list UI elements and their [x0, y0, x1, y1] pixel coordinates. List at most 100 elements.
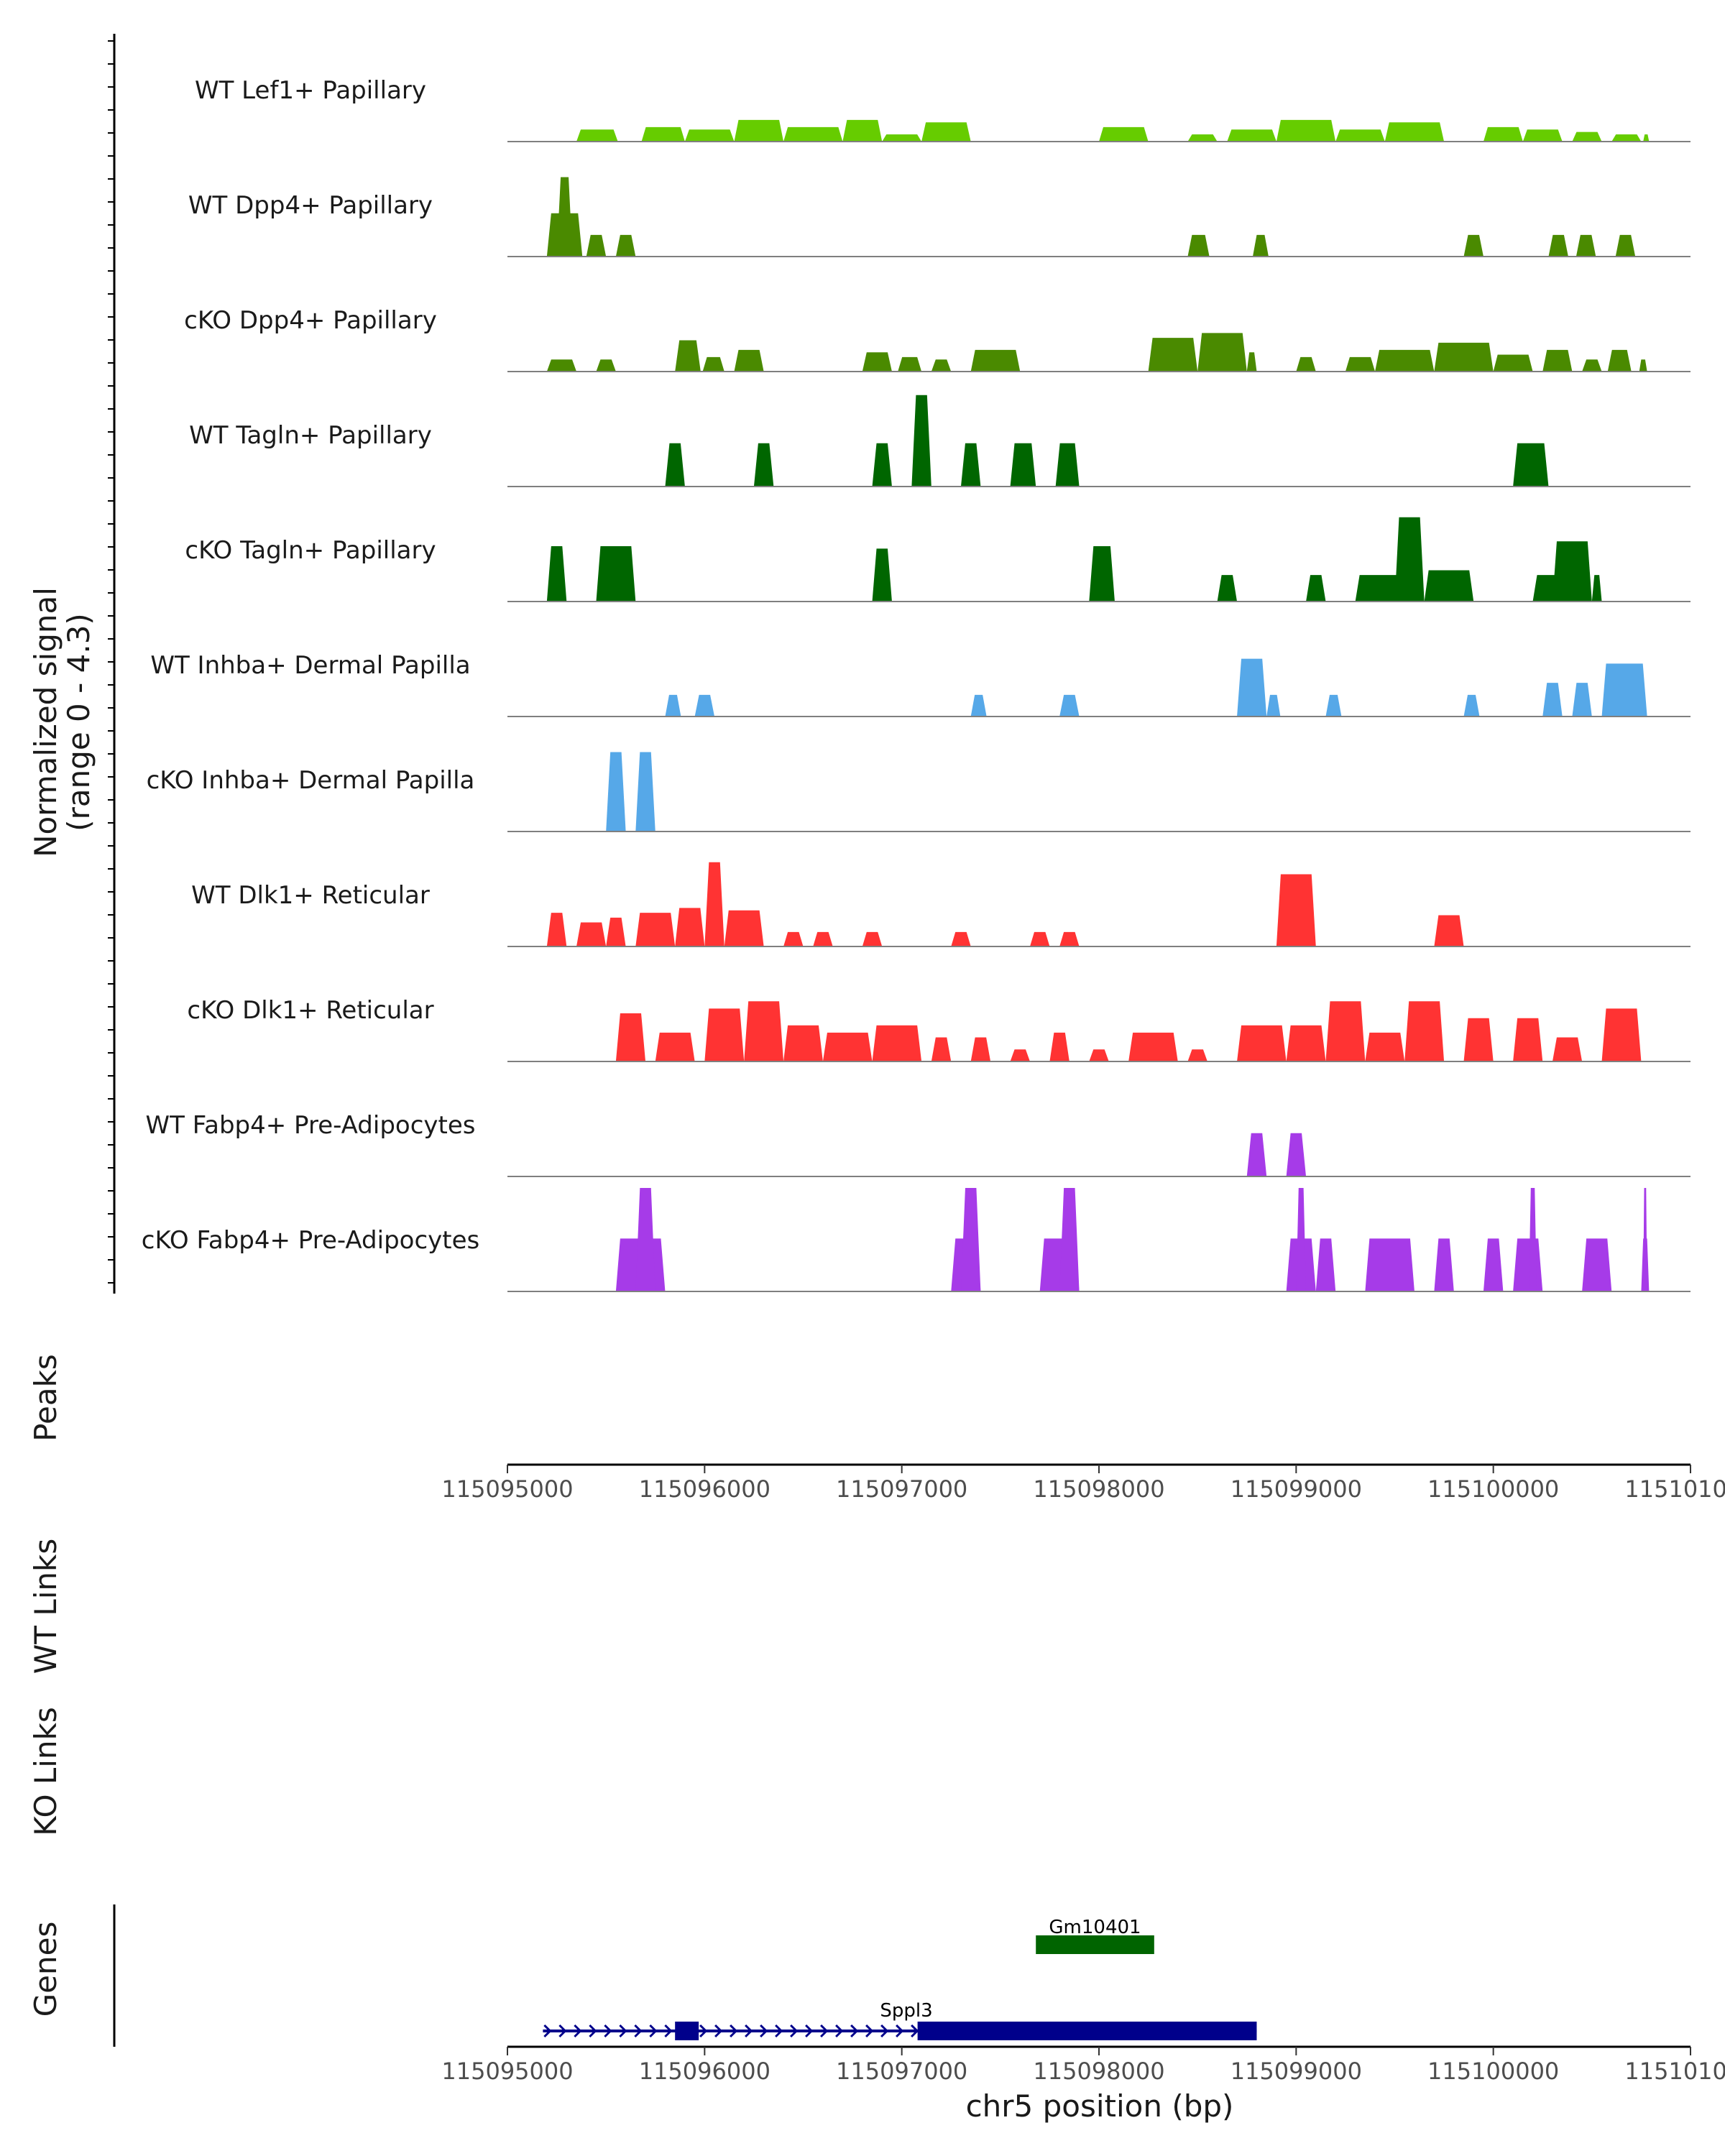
strand-arrow	[865, 2024, 874, 2038]
track: WT Tagln+ Papillary	[189, 395, 1690, 487]
coverage-peak	[1552, 1037, 1583, 1061]
strand-arrow	[745, 2024, 753, 2038]
coverage-peak	[921, 122, 971, 142]
x-tick-label: 115099000	[1230, 2058, 1362, 2085]
strand-arrow	[604, 2024, 612, 2038]
track: cKO Tagln+ Papillary	[185, 517, 1690, 602]
coverage-peak	[1404, 1001, 1445, 1061]
track: cKO Fabp4+ Pre-Adipocytes	[142, 1188, 1690, 1292]
track: WT Dlk1+ Reticular	[191, 862, 1690, 947]
track-label: cKO Tagln+ Papillary	[185, 536, 436, 565]
track: WT Inhba+ Dermal Papilla	[150, 651, 1690, 717]
track: WT Dpp4+ Papillary	[188, 177, 1690, 257]
coverage-peak	[665, 694, 681, 717]
coverage-peak	[931, 1037, 952, 1061]
coverage-peak	[783, 931, 804, 946]
coverage-peak	[1128, 1032, 1178, 1061]
coverage-peak	[1611, 134, 1642, 142]
coverage-peak	[556, 177, 573, 257]
coverage-peak	[1237, 1025, 1287, 1061]
coverage-peak	[1434, 1238, 1454, 1291]
coverage-peak	[1463, 694, 1480, 717]
coverage-peak	[1582, 1238, 1612, 1291]
coverage-peak	[675, 908, 705, 946]
coverage-peak	[684, 129, 735, 142]
coverage-peak	[1049, 1032, 1070, 1061]
genes-x-axis: 115095000 115096000 115097000 115098000 1150…	[441, 2045, 1725, 2085]
wt-links-panel-label: WT Links	[28, 1539, 63, 1674]
x-axis-title: chr5 position (bp)	[966, 2088, 1234, 2124]
coverage-peak	[615, 1013, 646, 1061]
gene-annotations: Gm10401 Sppl3	[543, 1917, 1257, 2040]
coverage-peak	[1148, 338, 1198, 372]
coverage-peak	[1582, 359, 1602, 372]
coverage-peak	[1296, 1188, 1307, 1291]
coverage-peak	[1089, 545, 1115, 602]
coverage-peak	[704, 1008, 745, 1061]
coverage-peak	[641, 126, 685, 142]
peaks-panel-label: Peaks	[28, 1354, 63, 1442]
coverage-peak	[898, 356, 922, 372]
gene-body	[1036, 1935, 1154, 1954]
coverage-peak	[842, 119, 883, 142]
coverage-peak	[1513, 1238, 1543, 1291]
x-tick-label: 115101000	[1624, 1475, 1725, 1503]
strand-arrow	[543, 2024, 552, 2038]
track-label: cKO Inhba+ Dermal Papilla	[147, 766, 475, 795]
coverage-peak	[970, 694, 987, 717]
x-tick-label: 115096000	[639, 2058, 770, 2085]
coverage-peak	[1463, 234, 1484, 257]
coverage-tracks: WT Lef1+ Papillary WT Dpp4+ Papillary cKO …	[142, 76, 1690, 1292]
coverage-peak	[1483, 1238, 1504, 1291]
coverage-peak	[960, 443, 981, 487]
coverage-peak	[596, 545, 636, 602]
track: cKO Dpp4+ Papillary	[184, 306, 1690, 372]
coverage-peak	[1529, 1188, 1537, 1291]
x-tick-label: 115095000	[441, 2058, 573, 2085]
peaks-x-axis: 115095000 115096000 115097000 115098000 1150…	[441, 1463, 1725, 1503]
coverage-peak	[1576, 234, 1596, 257]
coverage-peak	[970, 349, 1021, 372]
x-tick-label: 115101000	[1624, 2058, 1725, 2085]
coverage-peak	[1542, 349, 1573, 372]
coverage-peak	[1187, 234, 1210, 257]
track: cKO Dlk1+ Reticular	[187, 996, 1690, 1062]
coverage-peak	[1315, 1238, 1336, 1291]
x-tick-label: 115100000	[1427, 1475, 1559, 1503]
strand-arrow	[805, 2024, 814, 2038]
strand-arrow	[634, 2024, 643, 2038]
strand-arrow	[835, 2024, 844, 2038]
coverage-peak	[862, 352, 892, 372]
strand-arrow	[619, 2024, 627, 2038]
coverage-peak	[1572, 132, 1602, 142]
strand-arrow	[896, 2024, 904, 2038]
x-tick-label: 115100000	[1427, 2058, 1559, 2085]
coverage-peak	[1643, 1188, 1647, 1291]
strand-arrow	[699, 2024, 708, 2038]
coverage-peak	[1227, 129, 1276, 142]
y-axis-title-line1: Normalized signal	[28, 587, 63, 857]
x-tick-label: 115098000	[1033, 2058, 1164, 2085]
coverage-peak	[1286, 1025, 1326, 1061]
coverage-peak	[1375, 349, 1435, 372]
coverage-peak	[606, 917, 626, 946]
strand-arrow	[714, 2024, 723, 2038]
coverage-peak	[1099, 126, 1149, 142]
coverage-peak	[1296, 356, 1316, 372]
track-label: WT Dpp4+ Papillary	[188, 191, 433, 220]
x-tick-label: 115095000	[441, 1475, 573, 1503]
coverage-peak	[911, 395, 932, 487]
coverage-peak	[615, 234, 636, 257]
track-label: cKO Dpp4+ Papillary	[184, 306, 437, 335]
coverage-peak	[1325, 1001, 1366, 1061]
gene-exon	[675, 2022, 699, 2040]
coverage-peak	[1059, 931, 1080, 946]
coverage-peak	[586, 234, 607, 257]
gene: Sppl3	[543, 2000, 1257, 2040]
coverage-peak	[1601, 663, 1647, 717]
coverage-peak	[753, 443, 774, 487]
coverage-peak	[1513, 443, 1549, 487]
coverage-peak	[1483, 126, 1523, 142]
coverage-peak	[1187, 134, 1218, 142]
gene-label: Gm10401	[1049, 1917, 1141, 1938]
